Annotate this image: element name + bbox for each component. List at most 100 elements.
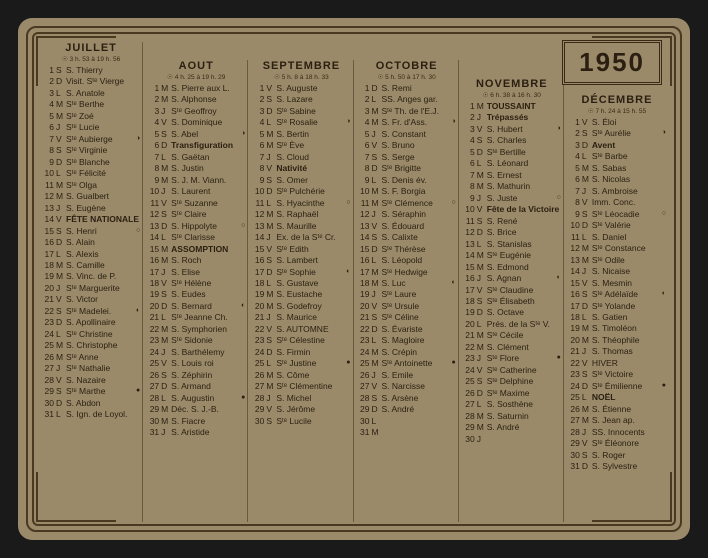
day-row: 2SSᵗᵉ Aurélie◑ xyxy=(568,128,666,139)
day-of-week: M xyxy=(477,181,487,192)
day-number: 16 xyxy=(568,289,582,300)
day-of-week: D xyxy=(266,267,276,278)
day-of-week: M xyxy=(582,335,592,346)
month-column: DÉCEMBRE☉ 7 h. 24 à 15 h. 551VS. Éloi2SS… xyxy=(566,94,668,522)
day-row: 30J xyxy=(463,434,561,445)
day-of-week: S xyxy=(56,226,66,237)
day-number: 20 xyxy=(252,301,266,312)
saint-name: Sᵗᵉ Marthe xyxy=(66,386,135,397)
day-number: 6 xyxy=(568,174,582,185)
saint-name: S. Augustin xyxy=(171,393,240,404)
saint-name: S. André xyxy=(382,404,456,415)
day-number: 31 xyxy=(147,427,161,438)
day-number: 15 xyxy=(568,278,582,289)
day-number: 21 xyxy=(42,294,56,305)
day-number: 2 xyxy=(42,76,56,87)
day-of-week: D xyxy=(372,324,382,335)
day-of-week: M xyxy=(266,370,276,381)
day-number: 17 xyxy=(42,249,56,260)
day-number: 8 xyxy=(147,163,161,174)
saint-name: S. Théophile xyxy=(592,335,666,346)
day-of-week: J xyxy=(477,193,487,204)
saint-name: S. Dominique xyxy=(171,117,245,128)
day-of-week: L xyxy=(161,393,171,404)
day-row: 25MSᵗᵉ Antoinette● xyxy=(358,358,456,369)
day-of-week: M xyxy=(161,255,171,266)
months-grid: JUILLET☉ 3 h. 53 à 19 h. 561SS. Thierry2… xyxy=(32,30,676,530)
day-row: 15SS. Henri○ xyxy=(42,226,140,237)
day-of-week: L xyxy=(161,152,171,163)
saint-name: S. Barthélemy xyxy=(171,347,245,358)
day-row: 8VNativité xyxy=(252,163,350,174)
saint-name: S. Edmond xyxy=(487,262,561,273)
saint-name: S. Anatole xyxy=(66,88,140,99)
saint-name: S. Clément xyxy=(487,342,561,353)
saint-name: S. Brice xyxy=(487,227,561,238)
saint-name: S. Michel xyxy=(276,393,350,404)
day-of-week: J xyxy=(56,283,66,294)
day-number: 12 xyxy=(252,209,266,220)
day-number: 13 xyxy=(463,239,477,250)
saint-name: Sᵗᵉ Jeanne Ch. xyxy=(171,312,245,323)
month-column: OCTOBRE☉ 5 h. 50 à 17 h. 301DS. Remi2LSS… xyxy=(356,60,459,522)
day-of-week: D xyxy=(56,237,66,248)
day-row: 19MS. Timoléon xyxy=(568,323,666,334)
day-of-week: L xyxy=(56,249,66,260)
day-row: 10MS. F. Borgia xyxy=(358,186,456,197)
saint-name: S. Eustache xyxy=(276,289,350,300)
day-of-week: L xyxy=(582,151,592,162)
saint-name: S. Calixte xyxy=(382,232,456,243)
day-number: 29 xyxy=(42,386,56,397)
day-number: 5 xyxy=(358,129,372,140)
saint-name: Transfiguration xyxy=(171,140,245,151)
day-of-week: M xyxy=(582,404,592,415)
day-row: 15VSᵗᵉ Edith xyxy=(252,244,350,255)
day-number: 4 xyxy=(568,151,582,162)
day-of-week: D xyxy=(266,347,276,358)
day-row: 21JS. Maurice xyxy=(252,312,350,323)
saint-name: SS. Innocents xyxy=(592,427,666,438)
day-row: 28JS. Michel xyxy=(252,393,350,404)
day-row: 15MASSOMPTION xyxy=(147,244,245,255)
day-of-week: V xyxy=(266,244,276,255)
day-of-week: V xyxy=(161,278,171,289)
day-of-week: S xyxy=(56,65,66,76)
saint-name xyxy=(487,434,561,445)
saint-name: S. André xyxy=(487,422,561,433)
day-row: 15VS. Mesmin xyxy=(568,278,666,289)
saint-name: S. Juste xyxy=(487,193,556,204)
day-of-week: J xyxy=(372,209,382,220)
day-of-week: M xyxy=(56,340,66,351)
saint-name: Sᵗᵉ Bertille xyxy=(487,147,561,158)
saint-name: Sᵗᵉ Félicité xyxy=(66,168,140,179)
moon-phase-icon: ◐ xyxy=(346,267,350,278)
day-of-week: J xyxy=(372,370,382,381)
day-of-week: S xyxy=(266,255,276,266)
moon-phase-icon: ◐ xyxy=(662,289,666,300)
day-number: 16 xyxy=(463,273,477,284)
day-row: 14LSᵗᵉ Clarisse xyxy=(147,232,245,243)
day-number: 23 xyxy=(463,353,477,364)
day-of-week: J xyxy=(477,112,487,123)
day-of-week: S xyxy=(582,209,592,220)
day-number: 13 xyxy=(42,203,56,214)
day-number: 12 xyxy=(147,209,161,220)
day-row: 17DSᵗᵉ Yolande xyxy=(568,301,666,312)
day-of-week: V xyxy=(582,197,592,208)
saint-name: Sᵗᵉ Antoinette xyxy=(382,358,451,369)
day-of-week: V xyxy=(266,83,276,94)
saint-name: Sᵗᵉ Suzanne xyxy=(171,198,245,209)
saint-name: Sᵗᵉ Sabine xyxy=(276,106,350,117)
day-row: 16DS. Alain xyxy=(42,237,140,248)
saint-name: Sᵗᵉ Berthe xyxy=(66,99,140,110)
month-header: OCTOBRE xyxy=(358,60,456,72)
day-row: 22DS. Évariste xyxy=(358,324,456,335)
day-of-week: L xyxy=(477,319,487,330)
day-row: 23SSᵗᵉ Célestine xyxy=(252,335,350,346)
day-of-week: V xyxy=(266,404,276,415)
moon-phase-icon: ● xyxy=(557,353,561,364)
day-row: 3LS. Anatole xyxy=(42,88,140,99)
day-of-week: J xyxy=(266,312,276,323)
day-of-week: M xyxy=(266,381,276,392)
day-number: 28 xyxy=(252,393,266,404)
